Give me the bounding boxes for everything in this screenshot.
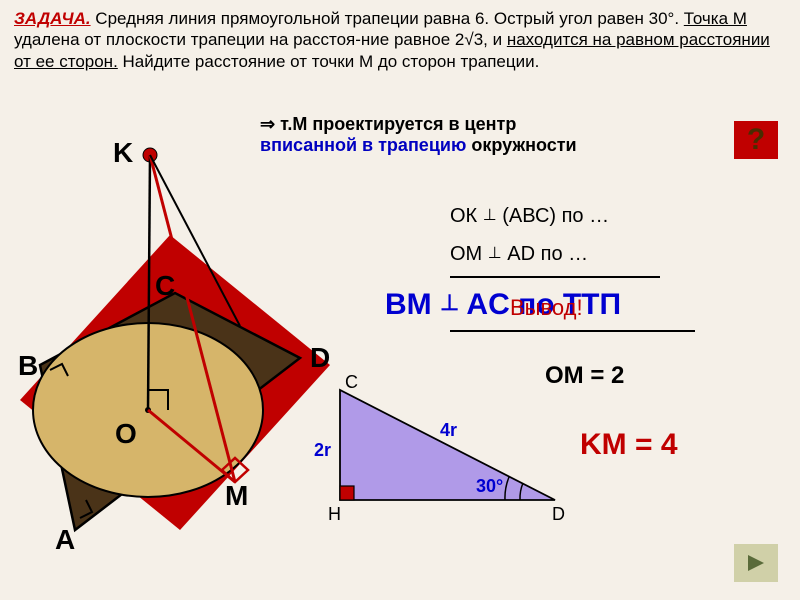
label-o: O [115, 418, 137, 450]
label-b: B [18, 350, 38, 382]
tri-label-2r: 2r [314, 440, 331, 461]
conclusion-label: Вывод! [510, 295, 583, 321]
label-a: A [55, 524, 75, 556]
ttp-conclusion: BM ⊥ AC по ТТП Вывод! [385, 288, 621, 322]
tri-label-4r: 4r [440, 420, 457, 441]
help-button[interactable]: ? [734, 121, 778, 159]
label-c: C [155, 270, 175, 302]
math-steps: ОК ⊥ (АВС) по … ОМ ⊥ АD по … [450, 200, 609, 276]
divider [450, 330, 695, 332]
km-value: KM = 4 [580, 428, 678, 462]
tri-label-d: D [552, 504, 565, 525]
arrow-right-icon [744, 551, 768, 575]
problem-statement: ЗАДАЧА. Средняя линия прямоугольной трап… [0, 0, 800, 72]
math-line-2: ОМ ⊥ АD по … [450, 238, 609, 270]
math-line-1: ОК ⊥ (АВС) по … [450, 200, 609, 232]
divider [450, 276, 660, 278]
right-angle-h [340, 486, 354, 500]
label-k: K [113, 137, 133, 169]
problem-title: ЗАДАЧА. [14, 9, 91, 28]
tri-label-30: 30° [476, 476, 503, 497]
tri-label-h: H [328, 504, 341, 525]
label-m: M [225, 480, 248, 512]
tri-label-c: C [345, 372, 358, 393]
next-button[interactable] [734, 544, 778, 582]
